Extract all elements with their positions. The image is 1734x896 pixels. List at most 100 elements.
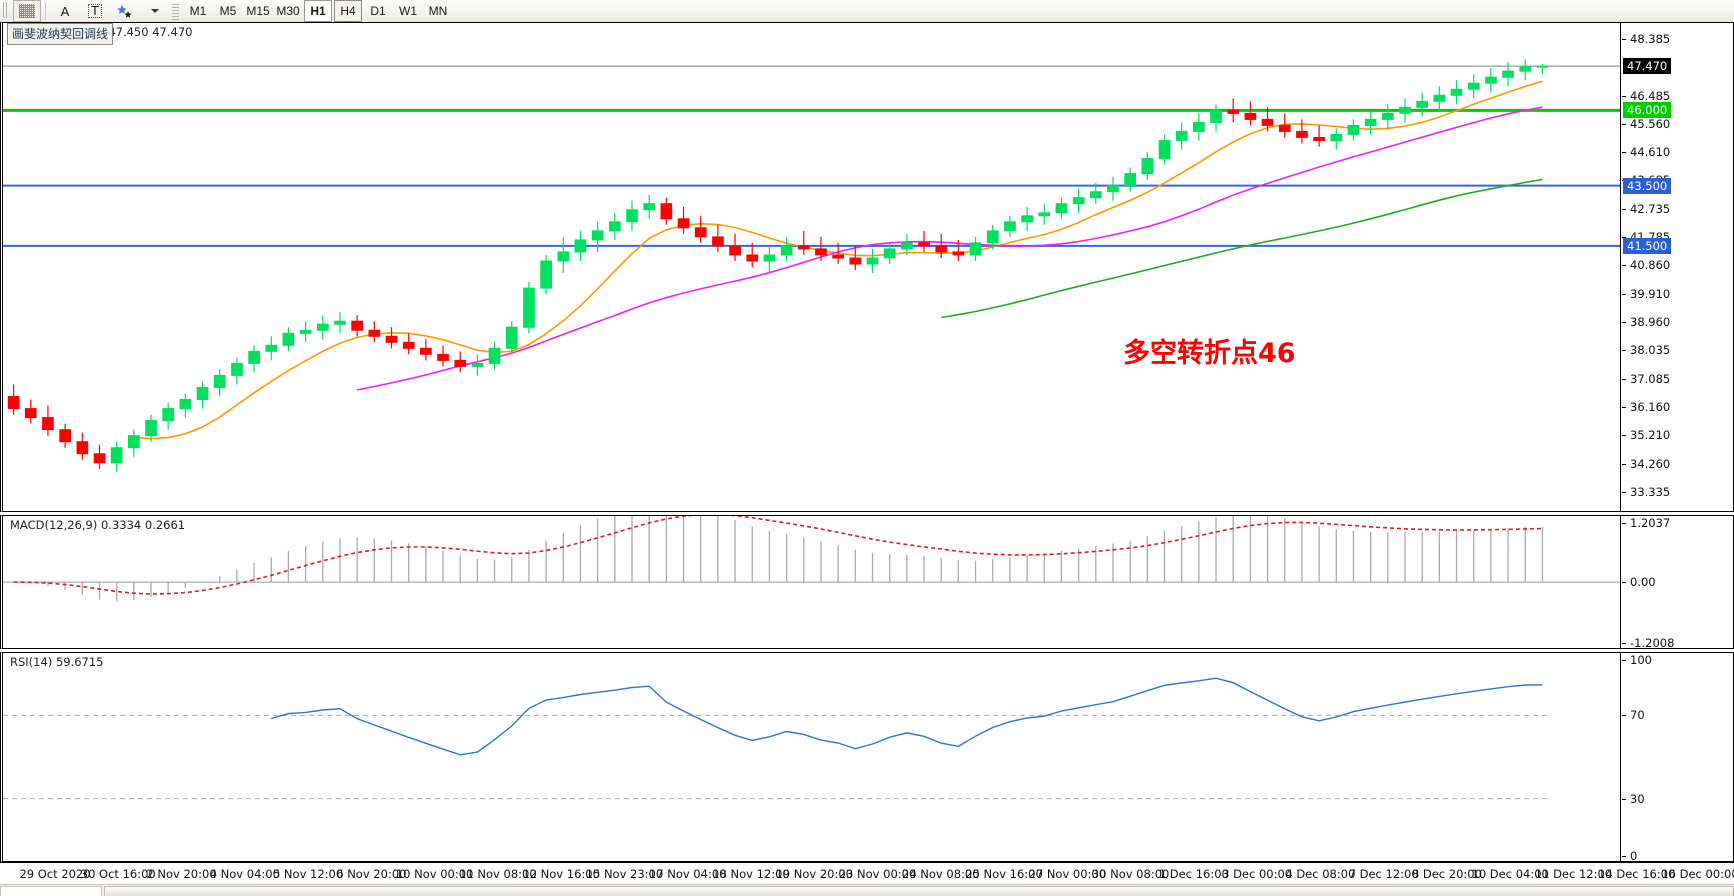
timeframe-h1-label: H1 [310, 4, 326, 18]
rsi-pane[interactable]: RSI(14) 59.6715 100 70 30 0 [0, 652, 1734, 862]
text-tool-button[interactable]: A [51, 0, 79, 22]
timeframe-h1[interactable]: H1 [304, 0, 332, 22]
timeframe-mn[interactable]: MN [424, 0, 452, 22]
candle [591, 230, 604, 241]
timeframe-m15[interactable]: M15 [244, 0, 272, 22]
timeframe-d1-label: D1 [370, 4, 386, 18]
shapes-icon [117, 5, 132, 18]
time-axis-label: 16 Dec 00:00 [1661, 867, 1734, 881]
candle [420, 347, 432, 355]
axis-tick: 30 [1621, 792, 1645, 806]
candle [110, 447, 123, 464]
label-tool-button[interactable]: T [81, 0, 109, 22]
candle [677, 218, 690, 229]
candle [1296, 130, 1308, 138]
axis-tick: 33.335 [1621, 485, 1670, 499]
price-plot-area[interactable] [3, 23, 1621, 511]
candle [213, 374, 226, 388]
time-axis-label: 1 Dec 16:00 [1158, 867, 1229, 881]
ma-slow-line [941, 178, 1543, 319]
time-axis-label: 2 Nov 20:00 [146, 867, 217, 881]
time-axis-label: 8 Dec 20:00 [1411, 867, 1482, 881]
axis-tick: -1.2008 [1621, 636, 1674, 648]
scrollbar-track-left[interactable] [0, 886, 102, 896]
candle [145, 420, 157, 437]
axis-tick: 100 [1621, 653, 1652, 667]
axis-tick: 70 [1621, 708, 1645, 722]
time-axis-label: 17 Nov 04:00 [648, 867, 727, 881]
rsi-plot-area[interactable] [3, 653, 1621, 861]
axis-tick: 34.260 [1621, 457, 1670, 471]
axis-tick: 44.610 [1621, 145, 1670, 159]
price-chart-pane[interactable]: USOil,H1 47.540 47.450 47.470 48.38546.4… [0, 22, 1734, 512]
rsi-axis[interactable]: 100 70 30 0 [1620, 653, 1733, 861]
candle [76, 441, 89, 455]
text-tool-label: A [60, 3, 70, 19]
candle [797, 245, 810, 250]
candle [746, 254, 759, 262]
time-axis[interactable]: 29 Oct 2020 30 Oct 16:00 2 Nov 20:00 4 Nov … [0, 862, 1734, 884]
timeframe-m1[interactable]: M1 [184, 0, 212, 22]
timeframe-h4[interactable]: H4 [334, 0, 362, 22]
timeframe-m30[interactable]: M30 [274, 0, 302, 22]
timeframe-m30-label: M30 [276, 4, 300, 18]
macd-axis[interactable]: 1.2037 0.00 -1.2008 [1620, 516, 1733, 648]
candle [385, 335, 398, 343]
draw-fibonacci-button[interactable] [13, 0, 41, 22]
candle [248, 350, 261, 364]
candle [1467, 82, 1480, 90]
candle [1347, 124, 1360, 135]
candle [1261, 118, 1274, 126]
chart-toolbar: A T M1 M5 M15 M30 H1 H4 D1 W1 MN [0, 0, 1734, 23]
candle [128, 435, 140, 449]
timeframe-m1-label: M1 [189, 4, 207, 18]
candle [643, 203, 655, 211]
timeframe-h4-label: H4 [340, 4, 356, 18]
time-axis-label: 23 Nov 00:00 [838, 867, 917, 881]
candle [969, 242, 982, 256]
timeframe-m5[interactable]: M5 [214, 0, 242, 22]
candle [712, 236, 724, 247]
price-axis[interactable]: 48.38546.48545.56044.61043.68542.73541.7… [1620, 23, 1733, 511]
macd-pane[interactable]: MACD(12,26,9) 0.3334 0.2661 1.2037 0.00 -1… [0, 515, 1734, 649]
candle [454, 359, 467, 367]
timeframe-w1[interactable]: W1 [394, 0, 422, 22]
objects-dropdown-button[interactable] [141, 0, 169, 22]
price-tag-horizontal-line[interactable]: 46.000 [1623, 102, 1672, 119]
price-tag-horizontal-line[interactable]: 43.500 [1623, 177, 1672, 194]
toolbar-grip[interactable] [1, 2, 10, 20]
axis-tick: 40.860 [1621, 258, 1670, 272]
candle [265, 344, 278, 352]
rsi-line [271, 677, 1543, 756]
axis-tick: 1.2037 [1621, 516, 1670, 530]
candle [883, 248, 896, 259]
time-axis-label: 10 Dec 04:00 [1471, 867, 1549, 881]
time-axis-label: 30 Oct 16:00 [80, 867, 156, 881]
price-tag-last-price[interactable]: 47.470 [1623, 58, 1672, 75]
timeframe-w1-label: W1 [399, 4, 417, 18]
timeframe-d1[interactable]: D1 [364, 0, 392, 22]
candle [162, 408, 175, 422]
price-tag-horizontal-line[interactable]: 41.500 [1623, 237, 1672, 254]
candle [694, 227, 707, 238]
candle [1364, 118, 1377, 126]
axis-tick: 0.00 [1621, 575, 1656, 589]
timeframe-toolbar-grip[interactable] [172, 2, 179, 20]
candle [24, 408, 37, 419]
objects-button[interactable] [111, 0, 139, 22]
scrollbar-thumb[interactable] [104, 886, 1734, 896]
horizontal-scrollbar[interactable] [0, 884, 1734, 896]
time-axis-label: 25 Nov 16:00 [965, 867, 1043, 881]
time-axis-label: 15 Nov 23:00 [585, 867, 664, 881]
candle [1124, 173, 1137, 187]
macd-plot-area[interactable] [3, 516, 1621, 648]
time-axis-label: 11 Nov 08:00 [459, 867, 537, 881]
axis-tick: 0 [1621, 849, 1637, 861]
candle [1072, 197, 1085, 205]
candle [179, 399, 192, 409]
timeframe-mn-label: MN [428, 4, 448, 18]
candle [901, 242, 913, 250]
candle [780, 245, 793, 256]
axis-tick: 38.960 [1621, 315, 1670, 329]
candle [1038, 212, 1051, 217]
